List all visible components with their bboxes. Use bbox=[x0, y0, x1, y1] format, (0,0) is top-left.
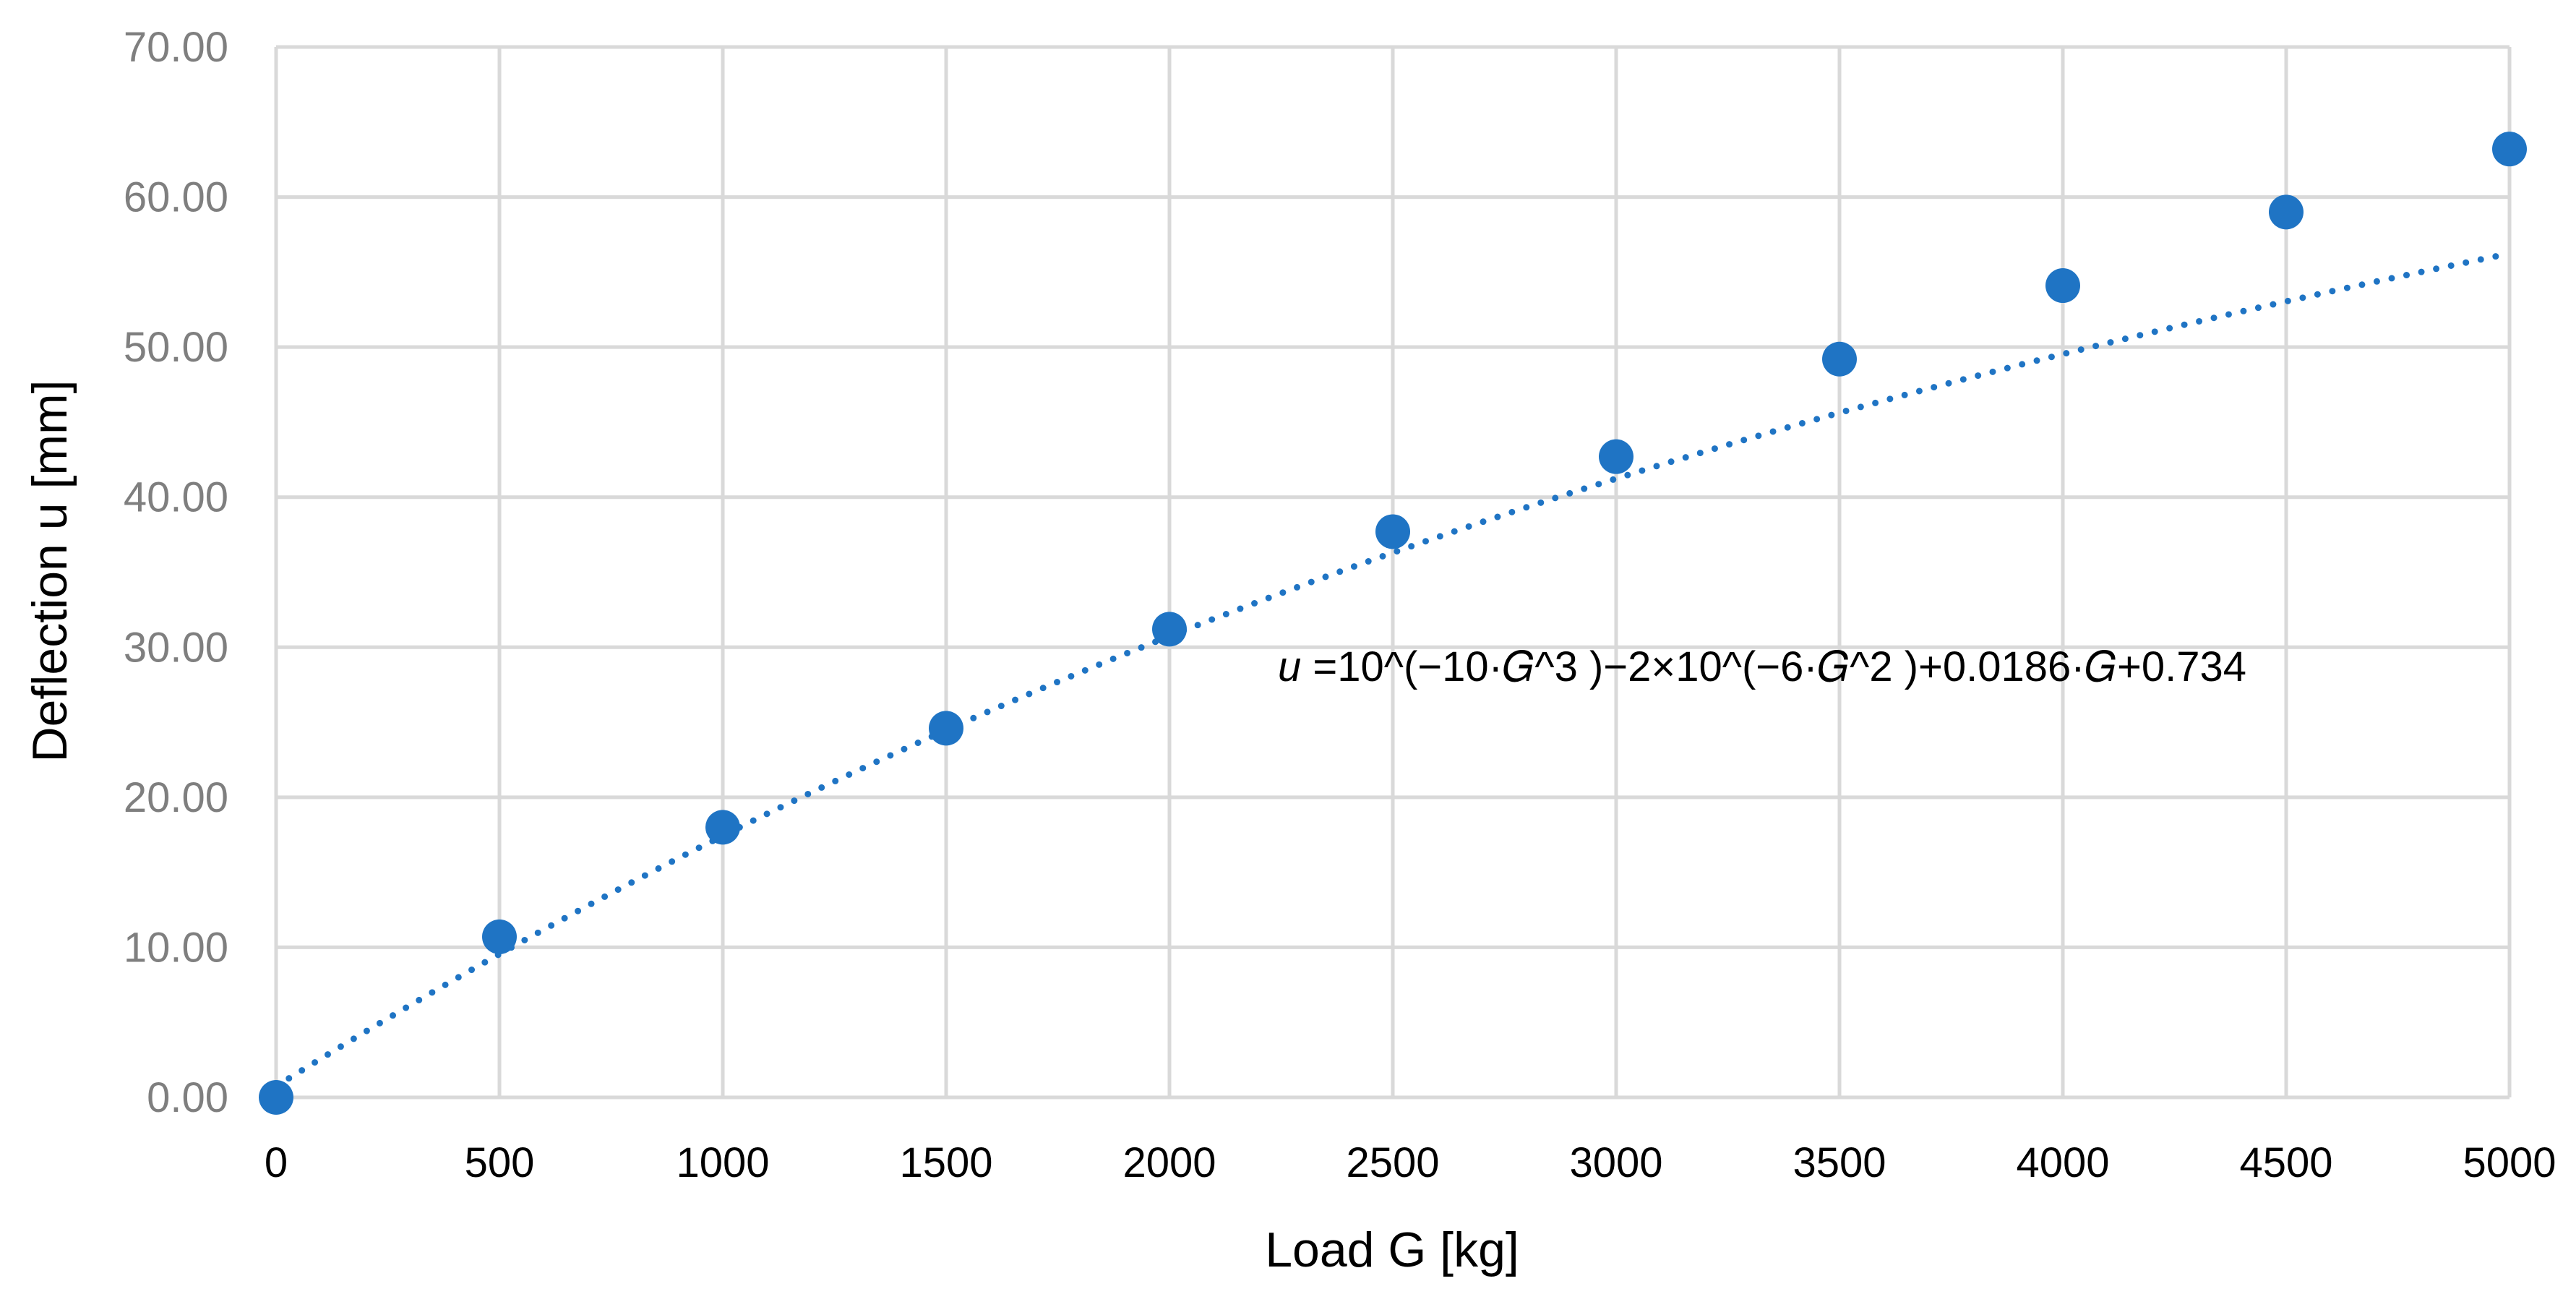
data-point bbox=[1152, 612, 1187, 647]
trendline-equation: u =10^(−10·𝐺^3 )−2×10^(−6·𝐺^2 )+0.0186·𝐺… bbox=[1278, 643, 2246, 690]
x-tick-label: 1500 bbox=[899, 1139, 992, 1186]
y-tick-label: 40.00 bbox=[124, 474, 228, 521]
x-tick-label: 0 bbox=[265, 1139, 288, 1186]
x-tick-label: 3000 bbox=[1569, 1139, 1662, 1186]
gridlines bbox=[274, 45, 2512, 1100]
data-point bbox=[2045, 268, 2080, 304]
y-tick-label: 50.00 bbox=[124, 324, 228, 371]
x-tick-label: 2000 bbox=[1122, 1139, 1216, 1186]
x-tick-label: 500 bbox=[465, 1139, 535, 1186]
y-tick-label: 70.00 bbox=[124, 24, 228, 71]
x-tick-label: 1000 bbox=[676, 1139, 769, 1186]
data-point bbox=[1375, 514, 1410, 549]
y-tick-label: 0.00 bbox=[147, 1074, 228, 1121]
data-point bbox=[259, 1080, 293, 1115]
data-point bbox=[2269, 194, 2304, 230]
x-tick-label: 3500 bbox=[1793, 1139, 1886, 1186]
data-point bbox=[929, 711, 963, 746]
tick-labels: 0.00 10.00 20.00 30.00 40.00 50.00 60.00 70.00 0… bbox=[124, 24, 2556, 1186]
data-point bbox=[1599, 439, 1633, 474]
x-axis-title: Load G [kg] bbox=[1265, 1222, 1519, 1277]
y-tick-label: 30.00 bbox=[124, 624, 228, 671]
y-tick-label: 20.00 bbox=[124, 774, 228, 821]
y-tick-label: 10.00 bbox=[124, 924, 228, 971]
x-tick-label: 2500 bbox=[1346, 1139, 1439, 1186]
x-tick-label: 4000 bbox=[2016, 1139, 2109, 1186]
data-points bbox=[259, 132, 2527, 1115]
trendline-layer bbox=[272, 250, 2513, 1090]
trendline bbox=[272, 250, 2513, 1090]
y-axis-title: Deflection u [mm] bbox=[22, 380, 77, 762]
equation-body: =10^(−10·𝐺^3 )−2×10^(−6·𝐺^2 )+0.0186·𝐺+0… bbox=[1301, 643, 2246, 690]
y-tick-label: 60.00 bbox=[124, 174, 228, 221]
data-point bbox=[1822, 341, 1857, 377]
data-point bbox=[2492, 132, 2527, 167]
x-tick-label: 4500 bbox=[2239, 1139, 2332, 1186]
data-point bbox=[482, 919, 517, 954]
x-tick-label: 5000 bbox=[2463, 1139, 2556, 1186]
data-point bbox=[705, 810, 740, 845]
equation-variable: u bbox=[1278, 643, 1301, 690]
